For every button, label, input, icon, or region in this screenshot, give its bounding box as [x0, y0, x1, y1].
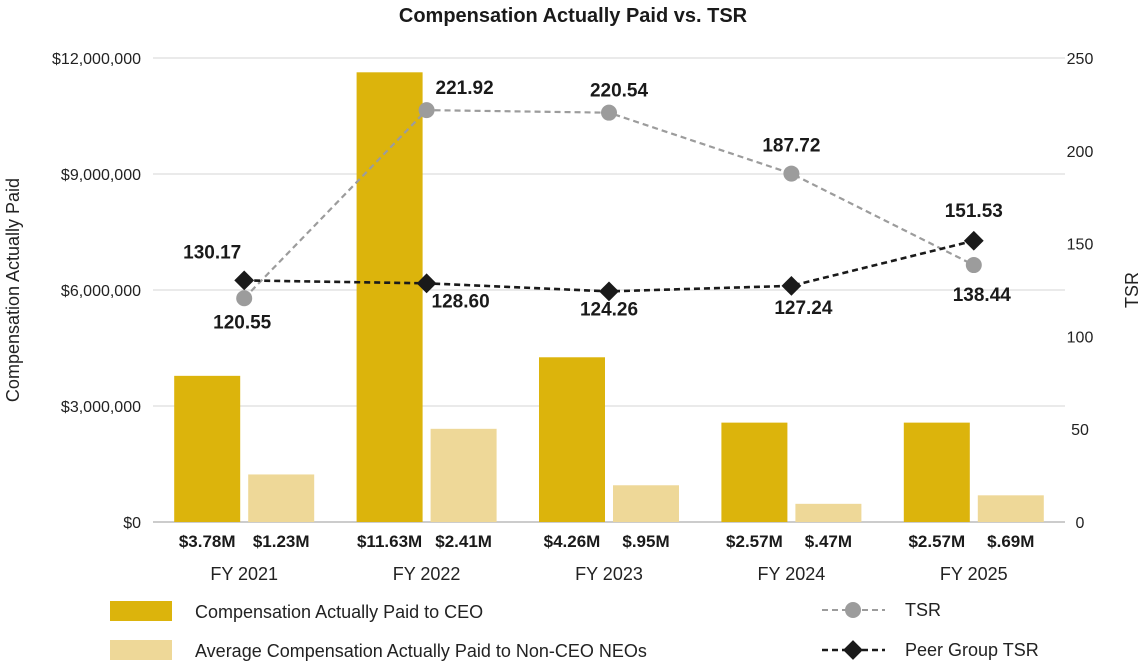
bar-ceo — [721, 422, 788, 522]
bars — [174, 72, 1044, 522]
category-label: FY 2022 — [393, 564, 461, 584]
tsr-value-label: 120.55 — [213, 312, 272, 333]
category-label: FY 2025 — [940, 564, 1008, 584]
bar-label-neo: $.47M — [805, 532, 852, 551]
bar-label-neo: $.69M — [987, 532, 1034, 551]
peer-tsr-value-label: 128.60 — [432, 291, 490, 312]
y-tick-label: $9,000,000 — [61, 167, 141, 184]
peer-tsr-point — [781, 275, 802, 296]
bar-neo — [795, 503, 862, 522]
legend-label-neo: Average Compensation Actually Paid to No… — [195, 641, 647, 661]
axis-ticks: $0 $3,000,000 $6,000,000 $9,000,000 $12,000,… — [52, 51, 1093, 532]
tsr-point — [965, 257, 982, 274]
bar-neo — [430, 428, 497, 522]
category-label: FY 2024 — [758, 564, 826, 584]
legend: Compensation Actually Paid to CEO Averag… — [110, 600, 1039, 661]
y2-axis-title: TSR — [1122, 272, 1142, 308]
tsr-value-label: 220.54 — [590, 81, 649, 102]
peer-tsr-value-label: 127.24 — [774, 298, 833, 319]
bar-neo — [977, 495, 1044, 522]
y2-tick-label: 250 — [1067, 51, 1094, 68]
bar-ceo — [356, 72, 423, 522]
line-series — [234, 102, 984, 307]
bar-label-ceo: $4.26M — [544, 532, 601, 551]
peer-tsr-value-label: 130.17 — [183, 242, 241, 263]
peer-tsr-point — [234, 270, 255, 291]
tsr-point — [236, 290, 253, 307]
bar-neo — [248, 474, 315, 522]
bar-label-ceo: $2.57M — [726, 532, 783, 551]
tsr-value-label: 221.92 — [436, 78, 494, 99]
y-tick-label: $12,000,000 — [52, 51, 141, 68]
tsr-value-label: 138.44 — [953, 285, 1012, 306]
legend-swatch-ceo — [110, 601, 172, 621]
bar-ceo — [903, 422, 970, 522]
category-label: FY 2021 — [210, 564, 278, 584]
y2-tick-label: 50 — [1071, 422, 1089, 439]
peer-tsr-point — [416, 273, 437, 294]
bar-label-neo: $1.23M — [253, 532, 310, 551]
bar-label-neo: $.95M — [622, 532, 669, 551]
peer-tsr-point — [599, 281, 619, 302]
y-tick-label: $3,000,000 — [61, 399, 141, 416]
bar-label-neo: $2.41M — [435, 532, 492, 551]
peer-tsr-value-label: 124.26 — [580, 299, 638, 320]
tsr-point — [601, 104, 617, 121]
bar-neo — [613, 485, 679, 522]
y2-tick-label: 200 — [1067, 144, 1094, 161]
tsr-line — [243, 109, 975, 300]
bar-ceo — [539, 357, 605, 522]
legend-label-peer: Peer Group TSR — [905, 640, 1039, 660]
y2-tick-label: 100 — [1067, 329, 1094, 346]
legend-label-ceo: Compensation Actually Paid to CEO — [195, 602, 483, 622]
data-labels: $3.78M $1.23M FY 2021 $11.63M $2.41M FY 2022 $… — [179, 78, 1035, 584]
legend-marker-peer — [843, 640, 863, 660]
peer-tsr-point — [963, 230, 984, 251]
y-tick-label: $6,000,000 — [61, 283, 141, 300]
y2-tick-label: 0 — [1076, 515, 1085, 532]
y-axis-title: Compensation Actually Paid — [3, 178, 23, 402]
bar-label-ceo: $3.78M — [179, 532, 236, 551]
peer-tsr-value-label: 151.53 — [945, 201, 1003, 222]
category-label: FY 2023 — [575, 564, 643, 584]
legend-marker-tsr — [845, 602, 861, 618]
y2-tick-label: 150 — [1067, 237, 1094, 254]
bar-label-ceo: $2.57M — [908, 532, 965, 551]
tsr-value-label: 187.72 — [762, 136, 820, 157]
legend-swatch-neo — [110, 640, 172, 660]
chart-title: Compensation Actually Paid vs. TSR — [399, 5, 748, 27]
tsr-point — [783, 165, 800, 182]
bar-label-ceo: $11.63M — [357, 532, 422, 551]
legend-label-tsr: TSR — [905, 600, 941, 620]
tsr-point — [418, 102, 435, 119]
y-tick-label: $0 — [123, 515, 141, 532]
bar-ceo — [174, 375, 241, 522]
